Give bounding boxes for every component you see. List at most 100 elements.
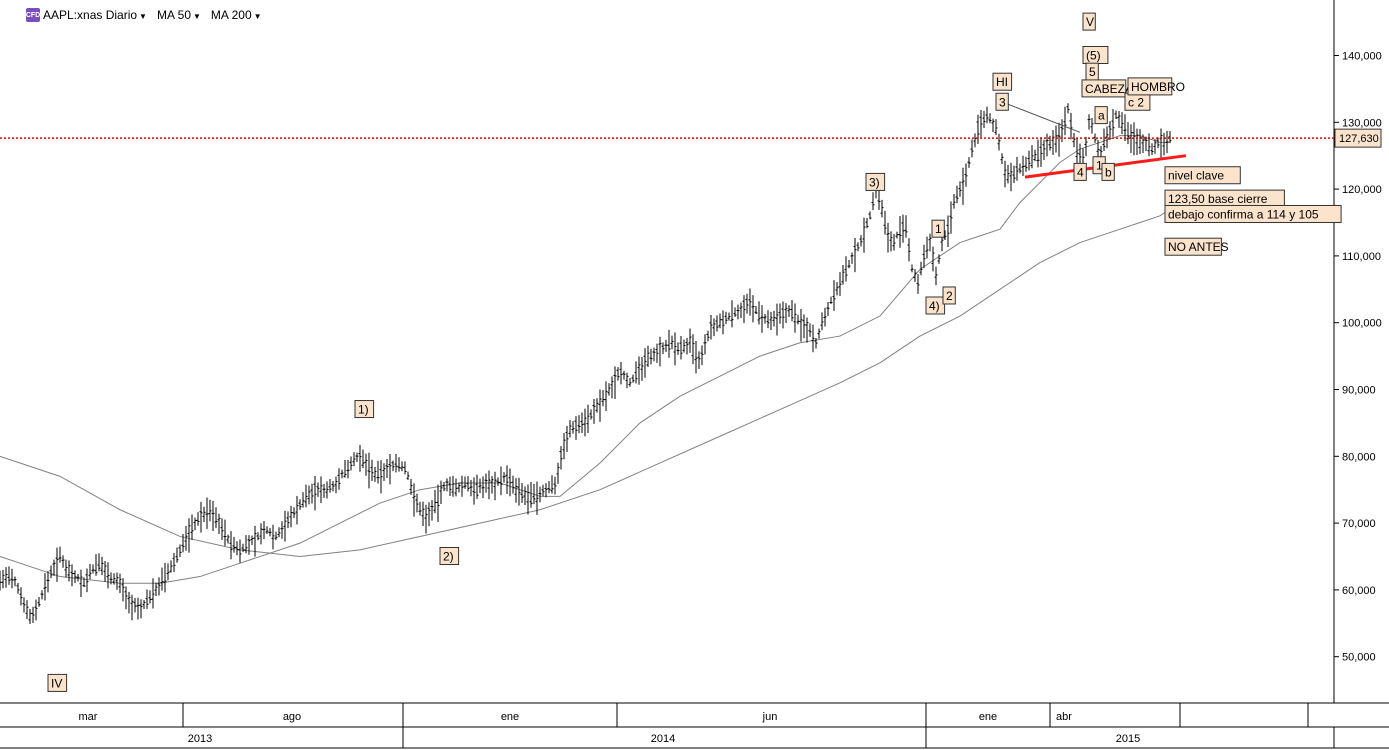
annotation-box <box>942 286 956 305</box>
y-tick-label: 120,000 <box>1342 184 1382 196</box>
ma50-label: MA 50 <box>156 8 191 22</box>
annotation-label: 2 <box>946 289 953 303</box>
x-tick-label-year: 2014 <box>651 733 675 745</box>
price-tag-box <box>1334 128 1382 148</box>
annotation-box <box>995 92 1009 111</box>
annotation-box <box>354 400 375 419</box>
annotation: 1) <box>354 400 375 419</box>
annotation-label: b <box>1105 165 1112 179</box>
annotation: CABEZA <box>1081 79 1133 98</box>
x-tick-label-month: ene <box>979 711 997 723</box>
chevron-down-icon: ▼ <box>193 12 201 21</box>
x-tick-label-month: mar <box>79 711 98 723</box>
y-tick-label: 140,000 <box>1342 51 1382 63</box>
y-tick-label: 60,000 <box>1342 585 1376 597</box>
annotation-box <box>1127 77 1173 96</box>
annotation-box <box>1164 166 1241 185</box>
annotation-label: 2) <box>443 550 454 564</box>
price-tag: 127,630 <box>1334 128 1382 148</box>
x-tick-label-month: jun <box>762 711 778 723</box>
price-tag-label: 127,630 <box>1339 133 1379 145</box>
annotation-box <box>1164 237 1222 256</box>
annotation-label: 4) <box>929 299 940 313</box>
annotation: NO ANTES <box>1164 237 1229 256</box>
annotation: 2 <box>942 286 956 305</box>
annotation-label: 1 <box>935 222 942 236</box>
annotation: nivel clave <box>1164 166 1241 185</box>
annotation-box <box>931 219 945 238</box>
x-tick-label-month: abr <box>1056 711 1072 723</box>
annotation-label: 123,50 base cierre <box>1168 192 1268 206</box>
annotation: 3) <box>865 172 886 191</box>
annotation-box <box>1073 162 1087 181</box>
annotation: a <box>1094 106 1108 125</box>
y-tick-label: 130,000 <box>1342 117 1382 129</box>
y-tick-label: 90,000 <box>1342 385 1376 397</box>
price-bars <box>0 103 1172 624</box>
chevron-down-icon: ▼ <box>139 12 147 21</box>
annotation: V <box>1082 12 1096 31</box>
y-tick-label: 100,000 <box>1342 318 1382 330</box>
annotation-box <box>1164 204 1342 223</box>
cfd-badge: CFD <box>26 8 40 22</box>
annotation-label: c 2 <box>1128 95 1144 109</box>
annotation-label: nivel clave <box>1168 169 1224 183</box>
annotation-label: V <box>1086 15 1094 29</box>
annotation: HOMBRO <box>1127 77 1185 96</box>
annotation: 5 <box>1085 62 1099 81</box>
x-tick-label-year: 2013 <box>188 733 212 745</box>
annotation-label: HOMBRO <box>1131 80 1185 94</box>
annotation-label: (5) <box>1086 49 1101 63</box>
chevron-down-icon: ▼ <box>253 12 262 21</box>
annotation-label: 5 <box>1089 65 1096 79</box>
annotation: (5) <box>1082 46 1109 64</box>
annotation-label: NO ANTES <box>1168 240 1229 254</box>
annotation: IV <box>47 673 68 692</box>
x-tick-label-month: ene <box>501 711 519 723</box>
annotation-box <box>925 296 946 315</box>
symbol-label: AAPL:xnas Diario <box>43 8 138 22</box>
annotation: 4 <box>1073 162 1087 181</box>
annotation-box <box>1081 79 1127 98</box>
chart-header: CFD AAPL:xnas Diario ▼ MA 50 ▼ MA 200 ▼ <box>26 6 272 24</box>
y-tick-label: 70,000 <box>1342 518 1376 530</box>
annotation: debajo confirma a 114 y 105 <box>1164 204 1342 223</box>
annotation-label: IV <box>51 676 62 690</box>
annotation-label: 1 <box>1096 159 1103 173</box>
x-tick-label-year: 2015 <box>1116 733 1140 745</box>
annotation-label: 1) <box>358 403 369 417</box>
symbol-selector[interactable]: AAPL:xnas Diario ▼ <box>43 8 147 22</box>
neckline-thin <box>1002 101 1081 133</box>
annotation-box <box>47 673 68 692</box>
annotation-label: 4 <box>1077 165 1084 179</box>
annotation-label: 3) <box>869 175 880 189</box>
ma200-line <box>0 208 1171 558</box>
annotation: HI <box>992 72 1013 91</box>
annotation: c 2 <box>1124 92 1151 111</box>
annotation-box <box>992 72 1013 91</box>
ma50-line <box>0 135 1170 584</box>
annotation-label: debajo confirma a 114 y 105 <box>1168 207 1319 221</box>
annotation: 123,50 base cierre <box>1164 189 1285 208</box>
annotation-box <box>1094 106 1108 125</box>
annotation: 1 <box>931 219 945 238</box>
ma200-label: MA 200 <box>210 8 252 22</box>
annotation-label: a <box>1098 109 1105 123</box>
annotation: 2) <box>439 547 460 565</box>
annotation: 4) <box>925 296 946 315</box>
y-tick-label: 80,000 <box>1342 451 1376 463</box>
annotation-box <box>1101 162 1115 181</box>
annotation-box <box>1082 12 1096 31</box>
x-tick-label-month: ago <box>283 711 301 723</box>
annotation: b <box>1101 162 1115 181</box>
ma200-selector[interactable]: MA 200 ▼ <box>211 8 262 22</box>
annotation-label: CABEZA <box>1085 82 1133 96</box>
annotation-label: 3 <box>999 95 1006 109</box>
y-tick-label: 50,000 <box>1342 652 1376 664</box>
ma50-selector[interactable]: MA 50 ▼ <box>157 8 201 22</box>
annotation-box <box>865 172 886 191</box>
annotation-label: HI <box>996 75 1008 89</box>
annotation: 3 <box>995 92 1009 111</box>
